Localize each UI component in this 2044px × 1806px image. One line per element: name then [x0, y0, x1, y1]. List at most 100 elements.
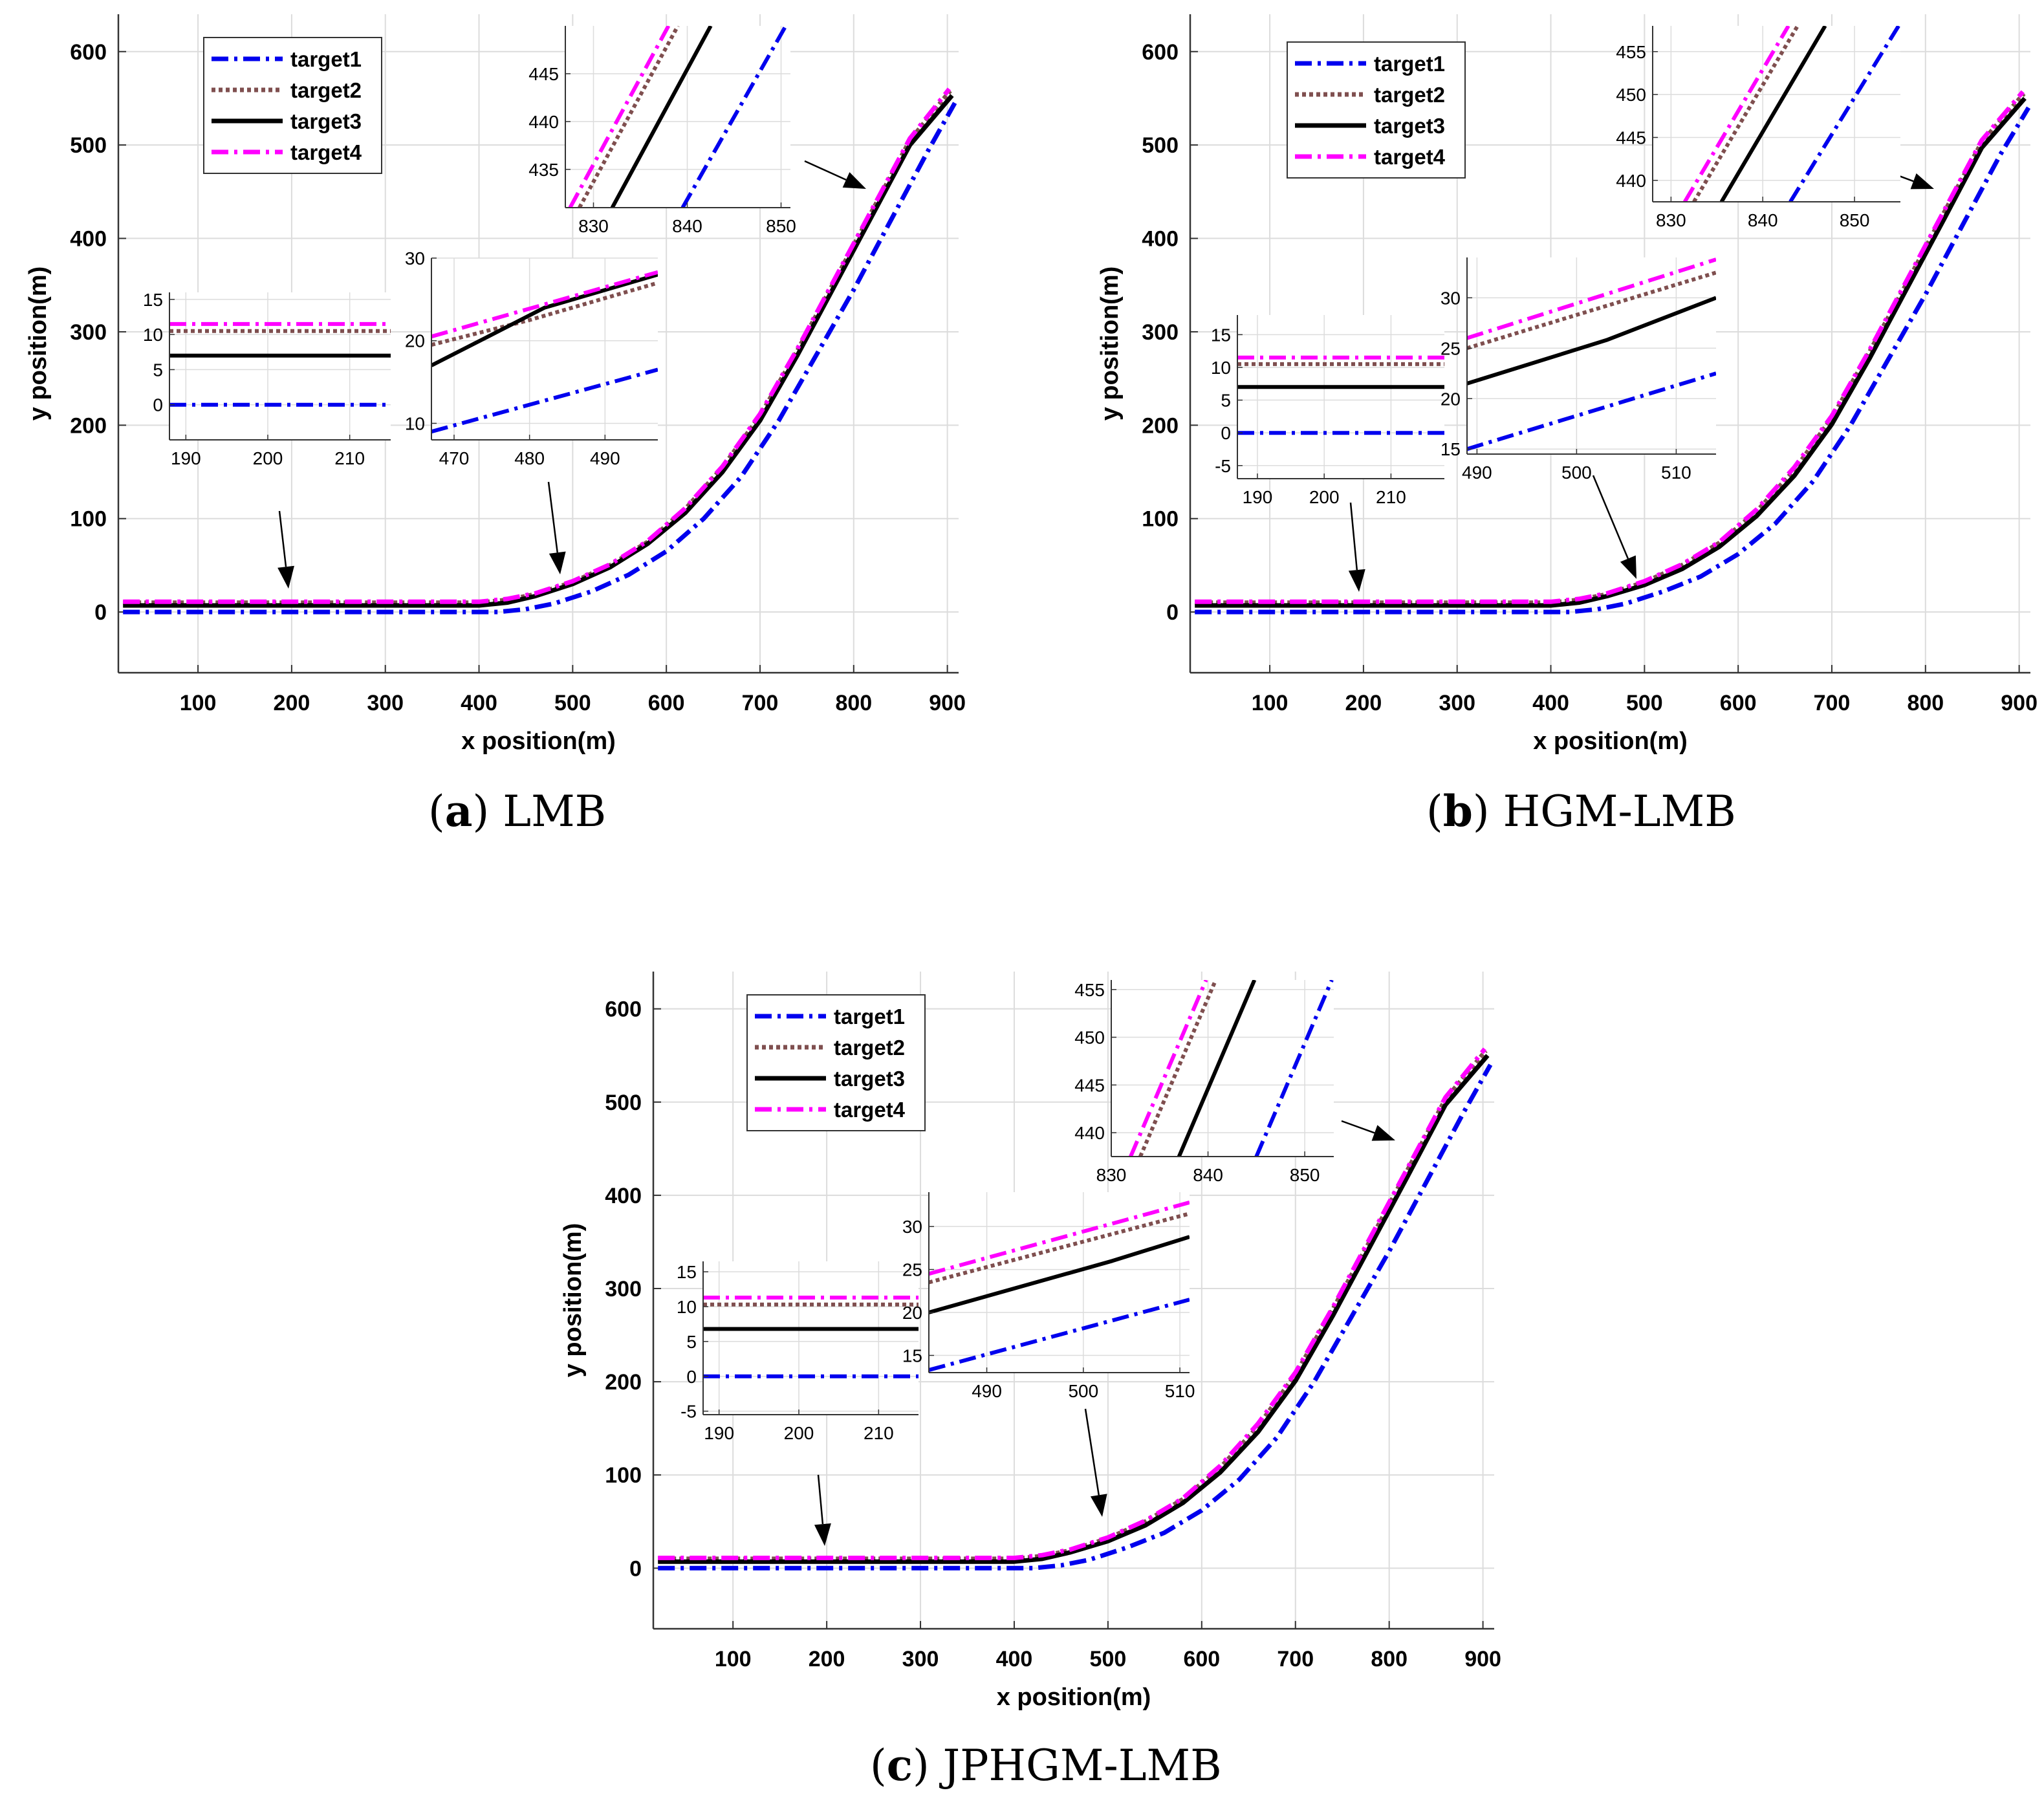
- y-tick-label: 300: [70, 320, 107, 345]
- inset-series-target1: [1467, 371, 1716, 452]
- inset-series-target2: [1692, 26, 1799, 202]
- chart-c: 100 200 300 400 500 600 700 800 9000100200300400…: [560, 972, 1501, 1711]
- callout-arrow-line: [1592, 475, 1629, 560]
- legend-box: [1287, 41, 1466, 179]
- inset-y-tick-label: 435: [528, 160, 559, 180]
- inset-x-tick-label: 850: [1290, 1165, 1320, 1185]
- inset-area: [703, 1261, 919, 1415]
- y-tick-label: 400: [605, 1184, 642, 1208]
- y-tick-label: 300: [605, 1277, 642, 1301]
- callout-arrow-line: [1084, 1408, 1100, 1496]
- inset-y-tick-label: 5: [686, 1332, 697, 1352]
- inset-y-tick-label: 10: [143, 325, 163, 345]
- inset-x-tick-label: 480: [514, 448, 545, 468]
- x-tick-label: 900: [2001, 691, 2038, 715]
- legend-box: [746, 994, 926, 1131]
- x-tick-label: 300: [1439, 691, 1475, 715]
- inset-x-tick-label: 830: [1096, 1165, 1127, 1185]
- inset-series-target4: [1129, 980, 1208, 1157]
- chart-b: 100 200 300 400 500 600 700 800 9000100200300400…: [1096, 14, 2038, 755]
- x-axis-title: x position(m): [461, 728, 616, 755]
- inset-3: 830 840 850 440 445 450 455: [1616, 26, 1900, 230]
- inset-x-tick-label: 840: [1748, 210, 1778, 230]
- inset-x-tick-label: 510: [1661, 462, 1691, 483]
- inset-series-group: [169, 321, 391, 407]
- callout-arrow-head: [1371, 1125, 1395, 1141]
- inset-x-tick-label: 490: [590, 448, 620, 468]
- inset-y-tick-label: 15: [1211, 325, 1231, 345]
- inset-series-target1: [929, 1298, 1190, 1372]
- y-tick-label: 0: [1166, 600, 1179, 625]
- legend: target1 target2 target3 target4: [203, 37, 382, 174]
- caption-b: (b) HGM-LMB: [1426, 786, 1736, 836]
- x-tick-label: 600: [1720, 691, 1757, 715]
- x-tick-label: 300: [902, 1647, 939, 1671]
- y-tick-label: 500: [605, 1091, 642, 1115]
- inset-y-tick-label: -5: [680, 1402, 697, 1422]
- inset-y-tick-label: 450: [1074, 1028, 1105, 1048]
- inset-series-target4: [1683, 26, 1790, 202]
- inset-area: [1467, 257, 1716, 454]
- inset-x-tick-label: 850: [766, 216, 796, 236]
- inset-series-target3: [1467, 296, 1716, 386]
- inset-series-target1: [1254, 980, 1334, 1157]
- y-axis-title: y position(m): [25, 267, 52, 421]
- inset-y-tick-label: 15: [143, 290, 163, 310]
- x-tick-label: 900: [929, 691, 966, 715]
- legend-box: [203, 37, 382, 174]
- inset-y-tick-label: 20: [1441, 389, 1461, 409]
- x-axis-title: x position(m): [997, 1684, 1151, 1711]
- inset-x-tick-label: 840: [1193, 1165, 1223, 1185]
- callout-arrow-line: [278, 510, 287, 567]
- y-axis-title: y position(m): [1096, 267, 1124, 421]
- x-axis-title: x position(m): [1533, 728, 1688, 755]
- inset-y-tick-label: 10: [1211, 358, 1231, 378]
- series-target1: [1195, 106, 2031, 615]
- series-target3: [1195, 96, 2027, 608]
- callout-arrow-head: [277, 565, 294, 589]
- inset-y-tick-label: 10: [405, 413, 425, 433]
- inset-series-group: [568, 26, 788, 208]
- inset-1: 190 200 210 -5 0 5 10 15: [677, 1261, 919, 1443]
- series-target4: [123, 87, 951, 604]
- inset-y-tick-label: 455: [1616, 42, 1646, 62]
- inset-y-tick-label: 5: [153, 360, 163, 380]
- legend-label-target1: target1: [290, 47, 362, 71]
- y-tick-label: 300: [1142, 320, 1179, 345]
- x-tick-label: 400: [1532, 691, 1569, 715]
- legend-label-target3: target3: [834, 1067, 905, 1091]
- inset-y-tick-label: 0: [1221, 423, 1231, 443]
- inset-series-group: [1467, 257, 1716, 452]
- inset-series-group: [929, 1201, 1190, 1372]
- caption-b-label: b: [1442, 786, 1473, 836]
- x-tick-label: 700: [1814, 691, 1851, 715]
- inset-y-tick-label: 25: [1441, 338, 1461, 358]
- inset-series-target4: [929, 1201, 1190, 1276]
- inset-3: 830 840 850 440 445 450 455: [1074, 980, 1334, 1185]
- callout-arrow-head: [1090, 1494, 1107, 1517]
- legend: target1 target2 target3 target4: [1287, 41, 1466, 179]
- inset-series-target2: [431, 281, 658, 347]
- inset-series-target2: [578, 26, 680, 208]
- inset-series-target3: [431, 272, 658, 367]
- inset-y-tick-label: 20: [405, 331, 425, 351]
- inset-area: [1653, 26, 1900, 202]
- x-tick-label: 500: [1626, 691, 1663, 715]
- y-tick-label: 500: [1142, 133, 1179, 158]
- inset-series-target3: [610, 26, 713, 208]
- inset-series-target3: [929, 1235, 1190, 1314]
- inset-x-tick-label: 830: [578, 216, 609, 236]
- inset-y-tick-label: 445: [528, 64, 559, 84]
- caption-b-method: HGM-LMB: [1503, 787, 1736, 836]
- inset-y-tick-label: 5: [1221, 391, 1231, 411]
- legend: target1 target2 target3 target4: [746, 994, 926, 1131]
- series-target1: [123, 102, 957, 615]
- legend-label-target2: target2: [290, 78, 362, 102]
- inset-y-tick-label: 10: [677, 1297, 697, 1317]
- inset-series-target4: [431, 270, 658, 339]
- inset-y-tick-label: 30: [1441, 288, 1461, 308]
- inset-y-tick-label: 20: [902, 1303, 922, 1323]
- inset-x-tick-label: 490: [972, 1381, 1002, 1401]
- series-target4: [658, 1047, 1487, 1560]
